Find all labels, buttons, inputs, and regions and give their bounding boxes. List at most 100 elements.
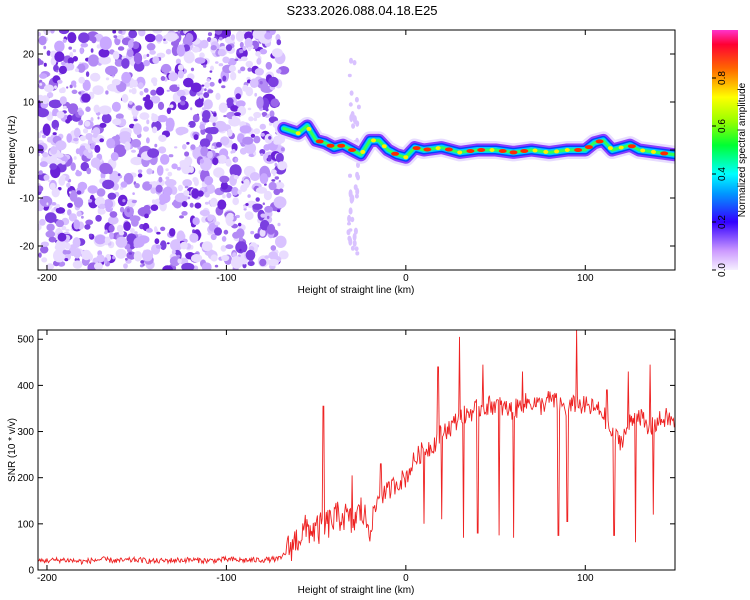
noise-blob bbox=[221, 85, 226, 89]
noise-blob bbox=[132, 41, 140, 50]
signal-hotspot bbox=[543, 149, 549, 154]
noise-blob bbox=[141, 249, 154, 262]
noise-blob bbox=[87, 185, 98, 194]
noise-blob bbox=[231, 186, 239, 196]
noise-blob bbox=[252, 203, 263, 210]
noise-blob bbox=[51, 188, 60, 198]
noise-blob bbox=[185, 33, 194, 44]
noise-blob bbox=[173, 33, 178, 39]
noise-blob bbox=[122, 199, 126, 203]
noise-blob bbox=[169, 84, 180, 92]
noise-blob bbox=[123, 263, 128, 269]
noise-blob bbox=[97, 116, 100, 120]
noise-blob bbox=[179, 197, 182, 200]
noise-blob bbox=[239, 147, 247, 155]
noise-blob bbox=[231, 115, 237, 121]
noise-blob bbox=[65, 176, 70, 181]
noise-blob bbox=[96, 254, 105, 263]
noise-blob bbox=[105, 65, 118, 76]
noise-blob bbox=[65, 119, 71, 124]
noise-blob bbox=[171, 41, 177, 46]
noise-blob bbox=[187, 124, 190, 128]
noise-blob bbox=[158, 176, 163, 183]
noise-blob bbox=[82, 128, 89, 134]
noise-blob bbox=[180, 95, 187, 102]
noise-blob bbox=[109, 211, 118, 218]
noise-blob bbox=[206, 78, 211, 82]
noise-blob bbox=[116, 35, 124, 40]
signal-hotspot bbox=[403, 155, 409, 160]
noise-blob bbox=[260, 213, 266, 218]
noise-blob bbox=[171, 249, 176, 255]
signal-hotspot bbox=[423, 147, 432, 152]
noise-blob bbox=[231, 149, 236, 154]
noise-blob bbox=[85, 106, 91, 112]
noise-blob bbox=[177, 30, 181, 34]
noise-blob bbox=[278, 250, 289, 260]
noise-blob bbox=[67, 57, 75, 65]
noise-blob bbox=[105, 90, 109, 95]
noise-blob bbox=[247, 67, 252, 72]
noise-blob bbox=[58, 30, 70, 35]
noise-blob bbox=[127, 39, 134, 49]
noise-blob bbox=[207, 32, 213, 37]
noise-blob bbox=[39, 195, 53, 207]
noise-blob bbox=[262, 202, 265, 205]
noise-blob bbox=[350, 245, 355, 251]
noise-blob bbox=[191, 46, 200, 53]
noise-blob bbox=[84, 144, 91, 150]
signal-hotspot bbox=[457, 150, 463, 155]
noise-blob bbox=[55, 140, 67, 151]
noise-blob bbox=[275, 152, 284, 163]
noise-blob bbox=[186, 141, 190, 145]
x-tick-label: 100 bbox=[577, 273, 594, 284]
noise-blob bbox=[151, 113, 159, 123]
noise-blob bbox=[184, 185, 189, 189]
noise-blob bbox=[97, 208, 106, 215]
noise-blob bbox=[270, 245, 277, 251]
noise-blob bbox=[67, 32, 77, 44]
noise-blob bbox=[171, 201, 179, 207]
noise-blob bbox=[152, 56, 160, 64]
noise-blob bbox=[166, 89, 170, 92]
noise-blob bbox=[99, 122, 107, 128]
noise-blob bbox=[99, 203, 106, 210]
noise-blob bbox=[40, 245, 49, 254]
noise-blob bbox=[54, 40, 65, 53]
snr-panel: -200 -100 0 100 0 100 200 300 400 500 Height of … bbox=[7, 329, 676, 596]
noise-blob bbox=[183, 190, 190, 196]
noise-blob bbox=[239, 49, 244, 54]
noise-blob bbox=[237, 189, 242, 195]
noise-blob bbox=[235, 214, 240, 219]
noise-blob bbox=[156, 86, 165, 96]
noise-blob bbox=[234, 157, 238, 163]
signal-hotspot bbox=[489, 148, 495, 152]
signal-hotspot bbox=[371, 138, 376, 143]
noise-blob bbox=[50, 57, 57, 66]
noise-blob bbox=[117, 46, 125, 51]
noise-blob bbox=[43, 45, 47, 50]
noise-blob bbox=[230, 71, 237, 81]
noise-blob bbox=[274, 162, 278, 167]
noise-blob bbox=[207, 89, 214, 94]
signal-hotspot bbox=[466, 149, 475, 153]
noise-blob bbox=[38, 132, 42, 139]
noise-blob bbox=[111, 101, 121, 112]
noise-blob bbox=[356, 104, 361, 110]
noise-blob bbox=[218, 78, 222, 84]
noise-blob bbox=[88, 199, 93, 203]
noise-blob bbox=[126, 49, 134, 57]
signal-hotspot bbox=[326, 143, 335, 148]
noise-blob bbox=[121, 93, 129, 103]
signal-hotspot bbox=[640, 148, 646, 153]
noise-blob bbox=[156, 179, 165, 187]
noise-blob bbox=[193, 178, 199, 187]
noise-blob bbox=[53, 64, 59, 72]
noise-blob bbox=[209, 70, 213, 73]
noise-blob bbox=[139, 112, 150, 120]
noise-blob bbox=[38, 35, 47, 46]
noise-blob bbox=[351, 123, 356, 129]
noise-blob bbox=[347, 214, 352, 223]
x-tick-label: 100 bbox=[577, 573, 594, 584]
noise-blob bbox=[170, 186, 178, 195]
